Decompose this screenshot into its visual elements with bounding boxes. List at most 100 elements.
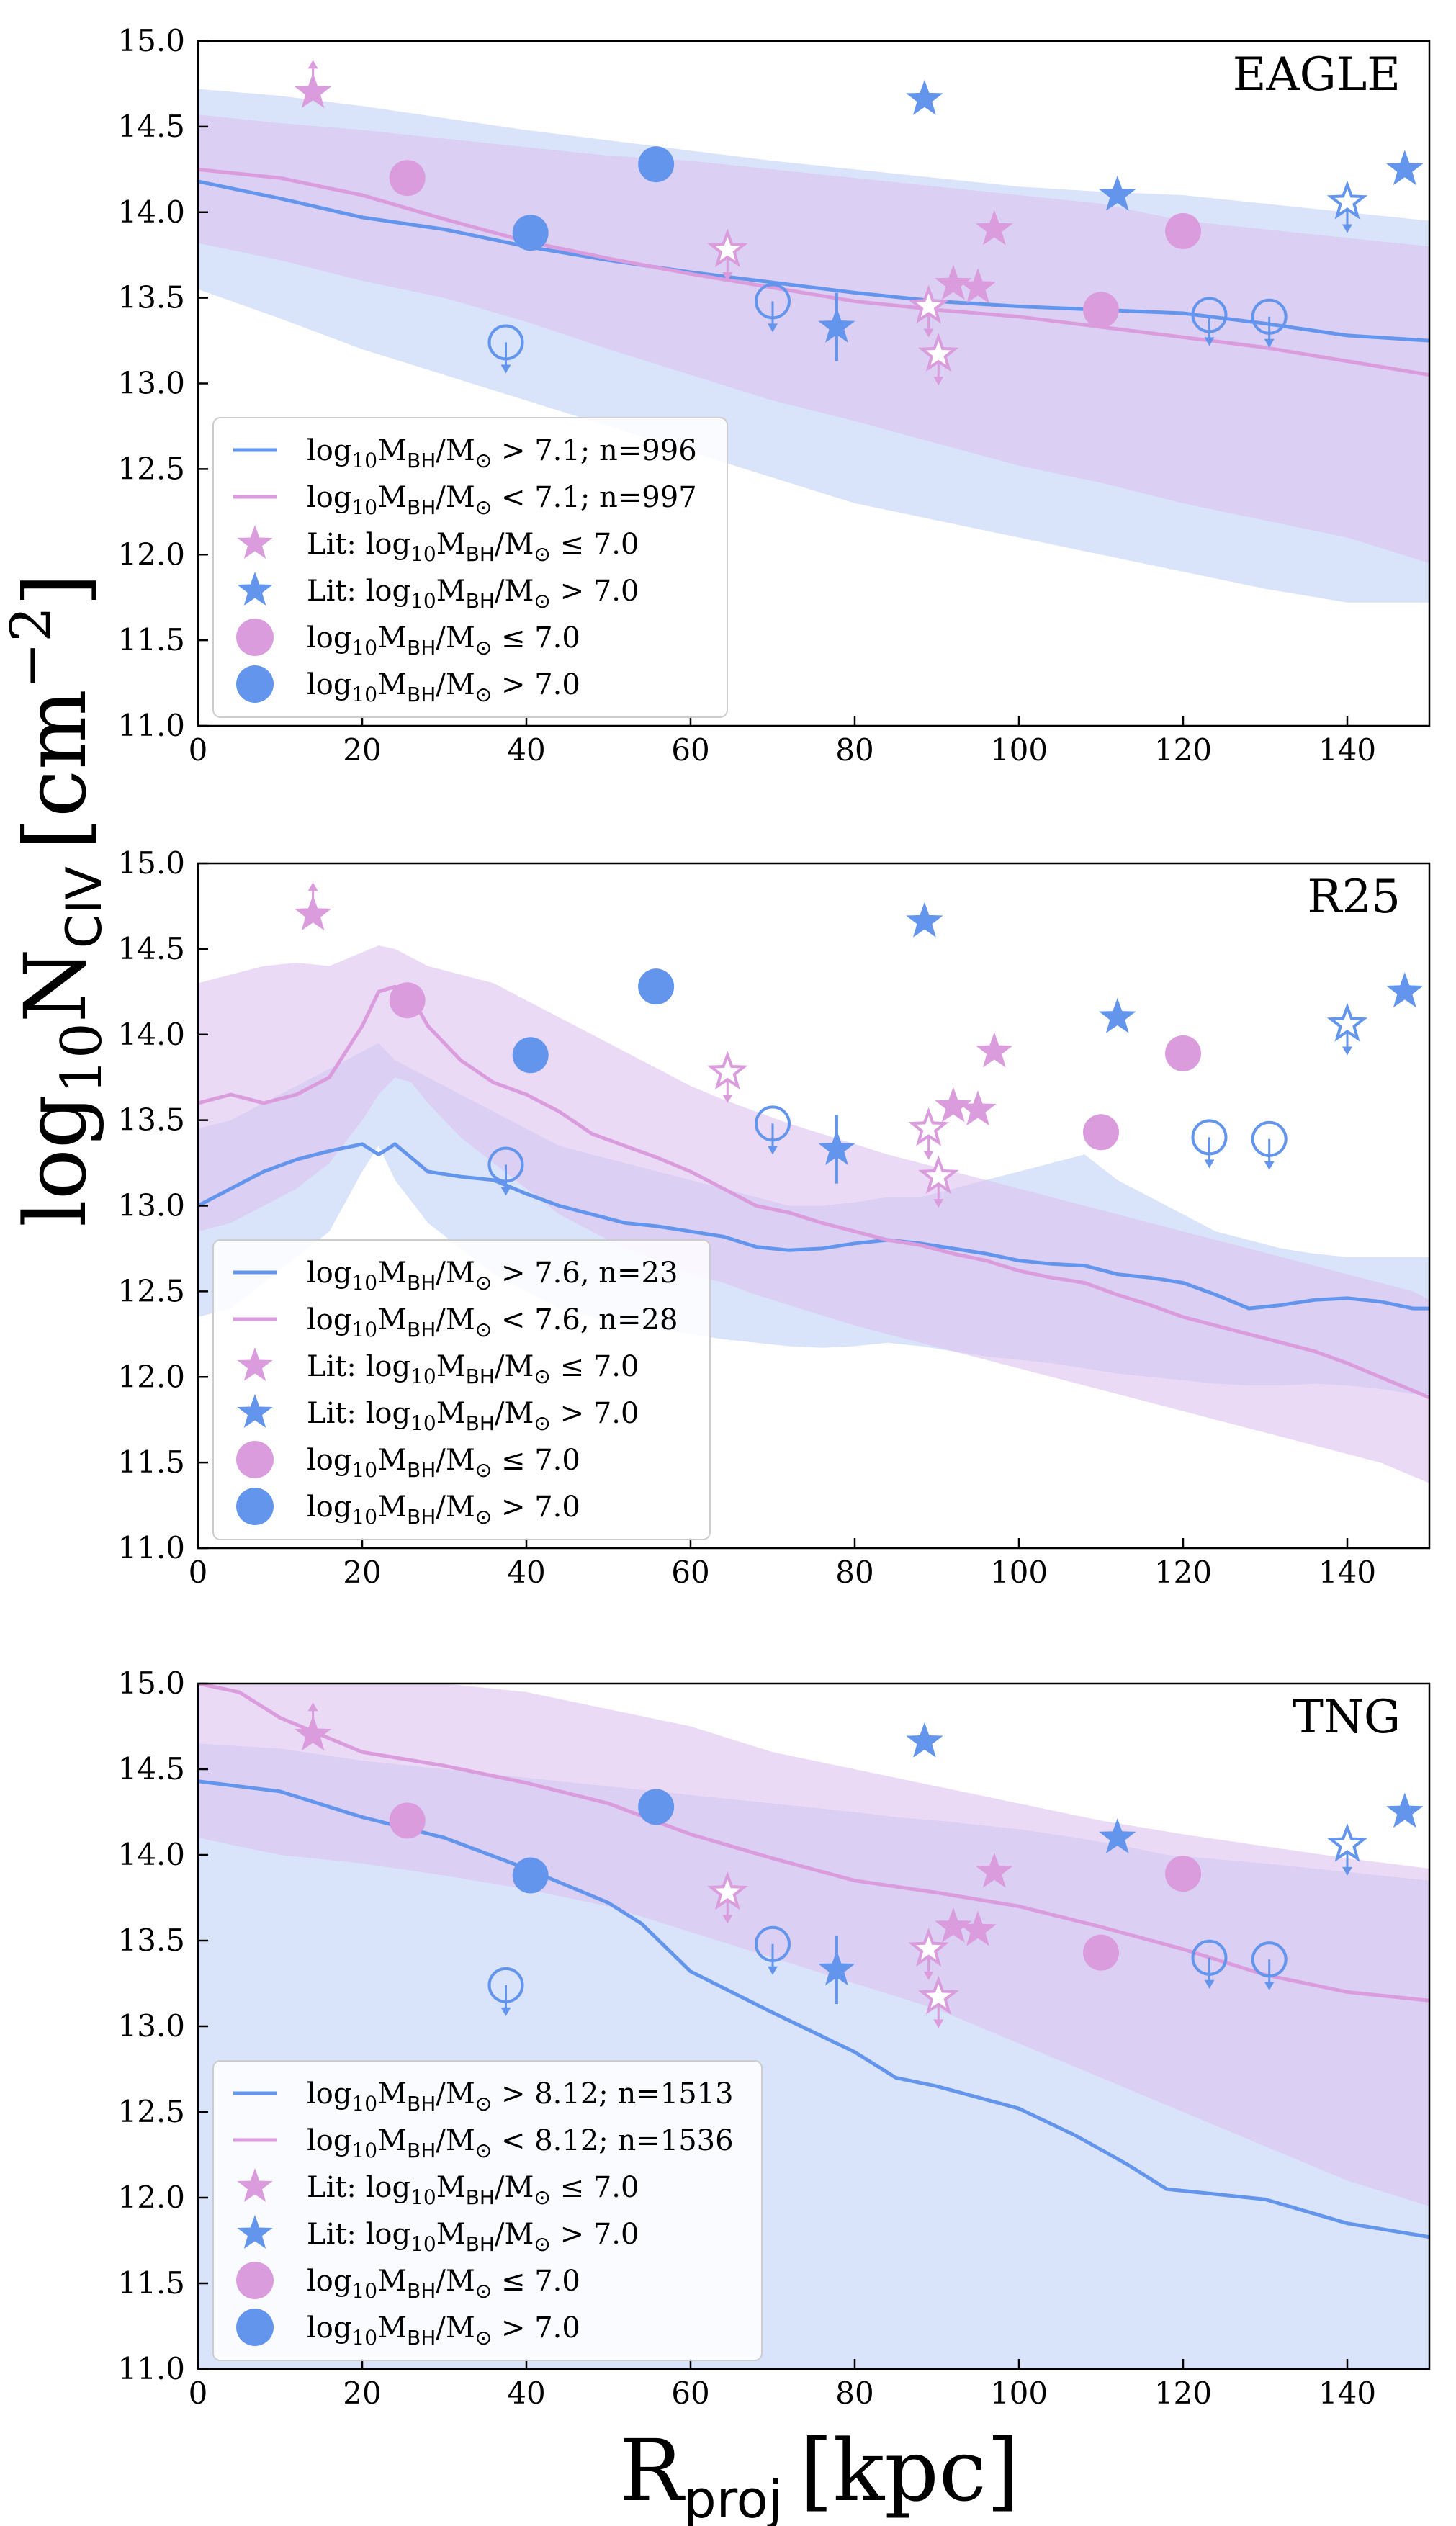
y-tick-label: 14.0 <box>117 1017 185 1052</box>
x-tick-label: 40 <box>507 1555 545 1590</box>
filled-star-marker <box>1099 998 1136 1033</box>
observation-point <box>918 1975 959 2028</box>
legend-star-marker <box>237 2168 273 2202</box>
legend-circle-marker <box>236 2309 274 2346</box>
observation-point <box>707 1871 748 1924</box>
x-tick-label: 100 <box>990 1555 1048 1590</box>
legend-entry: log10MBH/M⊙ > 7.0 <box>236 665 580 706</box>
panel-title: R25 <box>1307 871 1401 924</box>
filled-circle-marker <box>512 1037 549 1074</box>
y-tick-label: 11.0 <box>117 1530 185 1565</box>
filled-star-marker <box>935 1087 972 1123</box>
filled-star-marker <box>959 1090 997 1126</box>
x-tick-label: 20 <box>343 2376 381 2411</box>
y-tick-label: 15.0 <box>117 23 185 58</box>
open-circle-marker <box>487 1146 524 1183</box>
limit-arrow-head <box>768 323 778 333</box>
observation-point <box>1386 150 1424 186</box>
open-star-marker <box>908 1107 949 1146</box>
y-tick-label: 13.0 <box>117 2008 185 2044</box>
median-line-high <box>198 1779 1429 2239</box>
observation-point <box>638 1789 675 1825</box>
y-axis-label: log10NCIV[cm−2] <box>0 573 114 1227</box>
y-tick-label: 14.5 <box>117 109 185 144</box>
y-tick-label: 15.0 <box>117 1666 185 1701</box>
observation-point <box>1251 1941 1288 1991</box>
plot-area <box>198 60 1429 603</box>
legend: log10MBH/M⊙ > 8.12; n=1513 log10MBH/M⊙ < … <box>212 2060 763 2361</box>
y-tick-label: 12.5 <box>117 451 185 486</box>
legend-entry: log10MBH/M⊙ > 7.0 <box>236 1488 580 1529</box>
open-circle-marker <box>1251 1120 1288 1157</box>
median-line-high <box>198 1142 1429 1311</box>
filled-star-marker <box>976 1852 1013 1888</box>
x-tick-label: 20 <box>343 1555 381 1590</box>
legend-label: log10MBH/M⊙ ≤ 7.0 <box>307 1444 580 1482</box>
limit-arrow-head <box>500 1187 511 1196</box>
legend-label: Lit: log10MBH/M⊙ ≤ 7.0 <box>307 1350 639 1388</box>
limit-arrow-head <box>722 1095 733 1104</box>
filled-star-marker <box>906 902 943 938</box>
filled-star-marker <box>959 268 997 304</box>
limit-arrow-head <box>1264 1982 1275 1991</box>
legend-circle-marker <box>236 1441 274 1478</box>
open-star-marker <box>1326 1002 1368 1042</box>
x-tick-label: 40 <box>507 732 545 768</box>
plot-area <box>198 882 1429 1483</box>
observation-point <box>512 215 549 251</box>
open-circle-marker <box>1191 297 1228 333</box>
filled-star-marker <box>294 73 332 109</box>
x-axis-label: Rproj [kpc] <box>619 2421 1020 2526</box>
observation-point <box>1251 1120 1288 1170</box>
observation-point <box>1191 1939 1228 1989</box>
x-tick-label: 0 <box>189 732 208 768</box>
y-tick-label: 12.0 <box>117 1359 185 1394</box>
legend-star-marker <box>237 2215 273 2249</box>
observation-point <box>1099 998 1136 1033</box>
limit-arrow-head <box>933 2019 944 2028</box>
y-tick-label: 12.0 <box>117 2180 185 2215</box>
median-line-low <box>198 1684 1429 2003</box>
filled-star-marker <box>976 210 1013 246</box>
y-tick-label: 12.5 <box>117 1273 185 1308</box>
legend-entry: Lit: log10MBH/M⊙ > 7.0 <box>237 572 639 613</box>
observation-point <box>512 1037 549 1074</box>
legend-circle-marker <box>236 665 274 703</box>
filled-star-marker <box>976 1032 1013 1068</box>
legend-label: log10MBH/M⊙ ≤ 7.0 <box>307 621 580 660</box>
open-star-marker <box>707 1871 748 1910</box>
observation-point <box>755 1925 791 1975</box>
limit-arrow-head <box>722 1915 733 1924</box>
y-tick-label: 12.5 <box>117 2094 185 2129</box>
observation-point <box>1099 176 1136 211</box>
panel-title: EAGLE <box>1233 48 1401 102</box>
observation-point <box>1251 298 1288 348</box>
x-tick-label: 0 <box>189 2376 208 2411</box>
x-tick-label: 80 <box>835 1555 873 1590</box>
filled-star-marker <box>906 79 943 115</box>
limit-arrow-head <box>923 328 934 338</box>
observation-point <box>1326 1822 1368 1876</box>
x-tick-label: 120 <box>1154 732 1212 768</box>
legend-entry: Lit: log10MBH/M⊙ > 7.0 <box>237 1394 639 1435</box>
limit-arrow-head <box>768 1966 778 1975</box>
open-circle-marker <box>487 324 524 361</box>
x-tick-label: 120 <box>1154 2376 1212 2411</box>
open-circle-marker <box>755 1925 791 1962</box>
observation-point <box>1191 297 1228 346</box>
chart-panel-tng: 0 20 40 60 80 100 120 140 11.0 11.5 12.0 12.5 13.0 13… <box>117 1666 1431 2411</box>
observation-point <box>976 1852 1013 1888</box>
observation-point <box>906 902 943 938</box>
legend-entry: Lit: log10MBH/M⊙ ≤ 7.0 <box>237 525 639 566</box>
legend-entry: log10MBH/M⊙ < 7.6, n=28 <box>233 1303 678 1341</box>
limit-arrow-head <box>1204 1159 1215 1169</box>
observation-point <box>1165 212 1201 249</box>
legend-entry: log10MBH/M⊙ > 7.6, n=23 <box>233 1257 678 1295</box>
legend-box <box>212 417 728 718</box>
observation-point <box>638 146 675 183</box>
x-tick-label: 20 <box>343 732 381 768</box>
observation-point <box>706 228 748 282</box>
limit-arrow-head <box>1204 337 1215 346</box>
observation-point <box>487 1146 524 1196</box>
filled-star-marker <box>294 895 332 931</box>
